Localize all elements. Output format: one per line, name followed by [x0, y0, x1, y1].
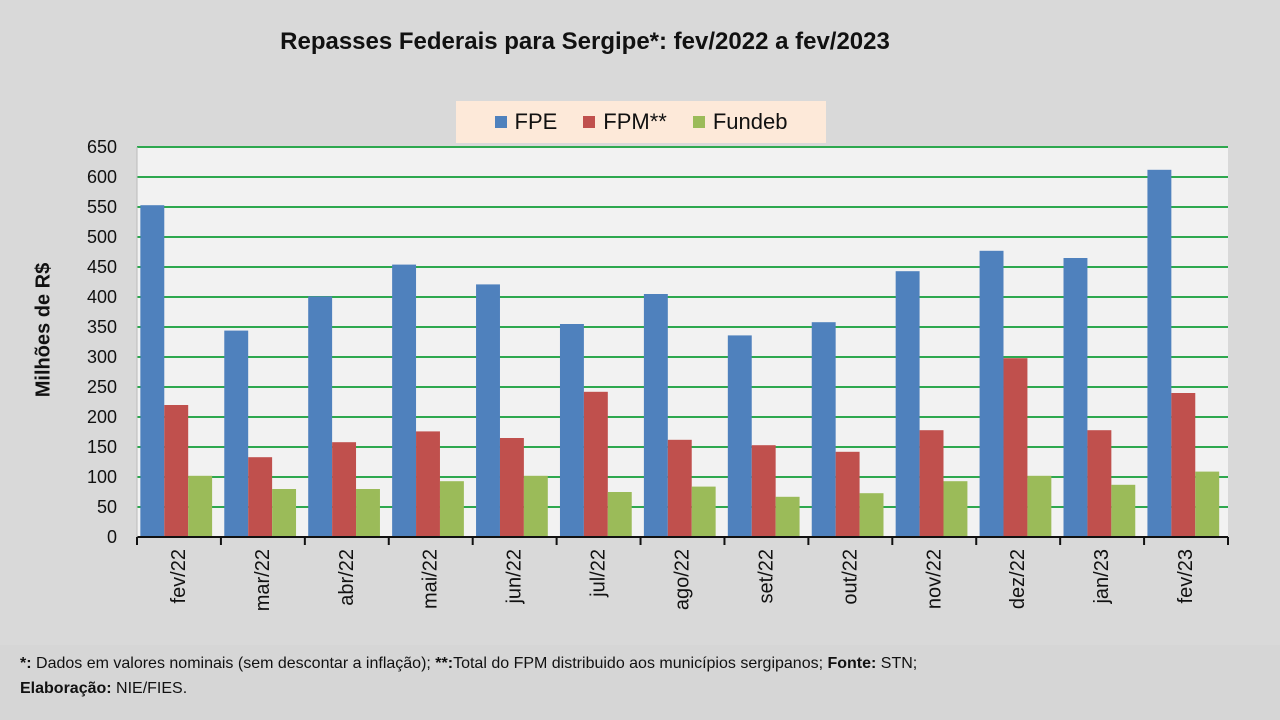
legend-label-fpm: FPM** — [603, 109, 667, 134]
x-tick-label: jun/22 — [504, 549, 526, 605]
x-tick-label: mai/22 — [420, 549, 442, 609]
footnote-line-1: *: Dados em valores nominais (sem descon… — [20, 655, 917, 673]
footnote-line-2: Elaboração: NIE/FIES. — [20, 680, 187, 698]
legend-swatch-fundeb — [692, 116, 705, 128]
bar-fundeb-abr-22 — [356, 489, 380, 537]
x-tick-label: abr/22 — [336, 549, 358, 606]
x-tick-label: jul/22 — [588, 549, 610, 598]
bar-fundeb-jan-23 — [1111, 484, 1136, 537]
chart-title: Repasses Federais para Sergipe*: fev/202… — [280, 28, 890, 55]
y-tick-label: 0 — [107, 527, 117, 547]
legend: FPE FPM** Fundeb — [456, 101, 826, 143]
y-tick-label: 400 — [87, 287, 117, 307]
bar-fundeb-mai-22 — [439, 481, 464, 537]
y-tick-label: 200 — [87, 407, 117, 427]
bar-fpe-set-22 — [727, 335, 752, 537]
bar-fpm-ago-22 — [667, 439, 692, 537]
x-tick-label: nov/22 — [923, 549, 945, 609]
footnote-author-text: NIE/FIES. — [111, 680, 188, 697]
bar-fpe-abr-22 — [308, 296, 333, 537]
footnote: *: Dados em valores nominais (sem descon… — [0, 645, 1280, 720]
bar-fundeb-fev-22 — [188, 475, 213, 537]
legend-item-fundeb: Fundeb — [692, 109, 788, 135]
bar-fpe-fev-23 — [1147, 169, 1172, 538]
bar-fundeb-set-22 — [775, 496, 800, 537]
bar-fundeb-jul-22 — [607, 492, 632, 537]
legend-label-fundeb: Fundeb — [712, 109, 788, 134]
footnote-star-text: Dados em valores nominais (sem descontar… — [31, 655, 436, 672]
bar-fpe-mai-22 — [392, 264, 417, 537]
bar-fpm-nov-22 — [919, 430, 944, 537]
x-tick-label: fev/23 — [1175, 549, 1197, 603]
y-tick-label: 150 — [87, 437, 117, 457]
legend-item-fpm: FPM** — [583, 109, 667, 135]
bar-fpe-jan-23 — [1063, 258, 1088, 537]
y-tick-label: 550 — [87, 197, 117, 217]
y-tick-label: 450 — [87, 257, 117, 277]
bar-fpe-jul-22 — [559, 324, 584, 537]
bar-fundeb-out-22 — [859, 493, 884, 537]
y-tick-label: 650 — [87, 137, 117, 157]
bar-fpm-dez-22 — [1003, 358, 1028, 537]
legend-swatch-fpm — [583, 116, 596, 128]
bar-fpe-ago-22 — [643, 294, 668, 537]
bar-fundeb-nov-22 — [943, 481, 968, 537]
x-tick-label: ago/22 — [672, 549, 694, 610]
footnote-source-text: STN; — [876, 655, 918, 672]
x-tick-label: mar/22 — [252, 549, 274, 611]
bar-fpm-jun-22 — [499, 438, 524, 537]
bar-fpe-fev-22 — [140, 205, 165, 537]
footnote-dstar-label: **: — [435, 655, 454, 672]
legend-swatch-fpe — [494, 116, 507, 128]
y-tick-label: 100 — [87, 467, 117, 487]
bar-chart: 0 50 100 150 200 250 300 350 400 450 500 550 600 650 f… — [87, 137, 1229, 611]
bar-fpe-nov-22 — [895, 271, 920, 537]
y-tick-label: 600 — [87, 167, 117, 187]
footnote-source-label: Fonte: — [827, 655, 877, 672]
footnote-dstar-text: Total do FPM distribuido aos municípios … — [453, 655, 828, 672]
y-tick-label: 300 — [87, 347, 117, 367]
bar-fpm-fev-22 — [164, 405, 189, 537]
bar-fundeb-ago-22 — [691, 486, 716, 537]
footnote-author-label: Elaboração: — [20, 680, 112, 697]
y-tick-label: 500 — [87, 227, 117, 247]
bar-fpe-dez-22 — [979, 250, 1004, 538]
x-tick-label: out/22 — [839, 549, 861, 605]
bar-fpm-set-22 — [751, 445, 776, 537]
footnote-star-label: *: — [20, 655, 32, 672]
bar-fpm-jul-22 — [583, 391, 608, 537]
bar-fundeb-jun-22 — [523, 475, 548, 537]
bar-fpm-mai-22 — [416, 431, 440, 537]
x-tick-label: dez/22 — [1007, 549, 1029, 609]
bar-fpm-out-22 — [835, 451, 860, 537]
legend-label-fpe: FPE — [514, 109, 558, 134]
bar-fpe-out-22 — [811, 322, 836, 537]
bar-fpm-fev-23 — [1171, 393, 1196, 537]
bar-fpm-abr-22 — [332, 442, 357, 537]
bar-fpe-jun-22 — [476, 284, 500, 537]
x-tick-label: fev/22 — [168, 549, 190, 603]
bar-fpe-mar-22 — [224, 330, 249, 537]
bar-fpm-mar-22 — [248, 457, 273, 537]
y-tick-label: 350 — [87, 317, 117, 337]
bar-fpm-jan-23 — [1087, 430, 1112, 537]
bar-fundeb-mar-22 — [272, 489, 297, 537]
bar-fundeb-dez-22 — [1027, 475, 1052, 537]
bar-fundeb-fev-23 — [1195, 471, 1220, 537]
legend-item-fpe: FPE — [494, 109, 558, 135]
y-tick-label: 250 — [87, 377, 117, 397]
x-tick-label: set/22 — [755, 549, 777, 603]
x-tick-label: jan/23 — [1091, 549, 1113, 605]
y-tick-label: 50 — [97, 497, 117, 517]
